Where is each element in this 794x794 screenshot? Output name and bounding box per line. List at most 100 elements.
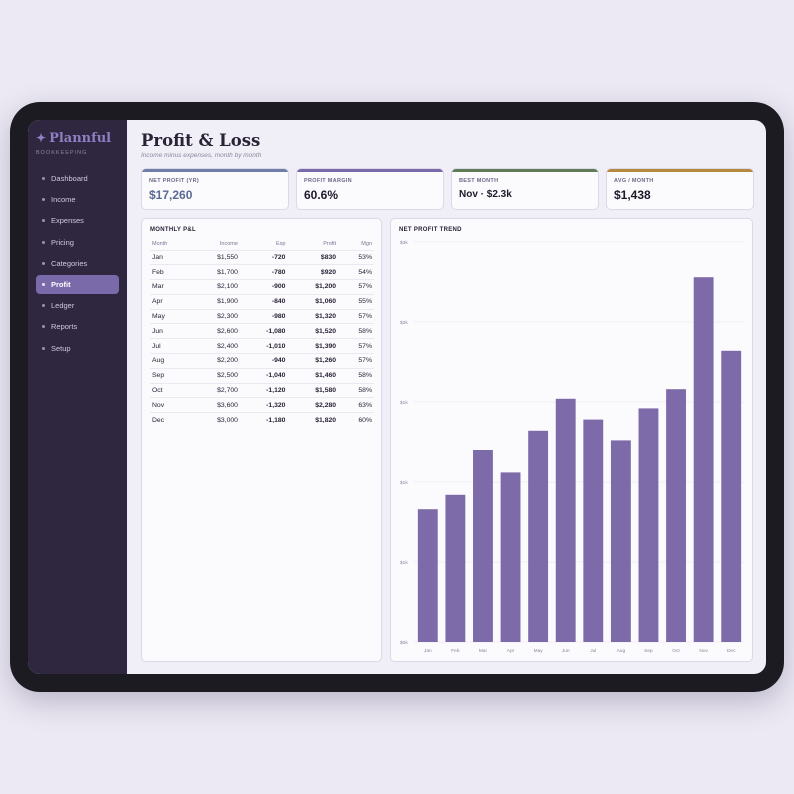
column-header: Income [219,241,238,248]
kpi-accent-bar [452,169,598,172]
cell-month: May [150,308,190,324]
bullet-icon [42,198,45,202]
sidebar-item-profit[interactable]: Profit [36,274,119,294]
bar-jul [583,419,604,642]
cell-month: Oct [150,382,190,398]
y-tick-label: $1k [400,560,408,566]
kpi-value: 60.6% [304,188,339,202]
bar-nov [693,277,714,642]
sidebar-item-dashboard[interactable]: Dashboard [36,169,119,188]
cell-margin: 58% [338,382,374,398]
table-row[interactable]: Aug $2,200 -940 $1,260 57% [150,353,374,369]
sidebar-item-label: Categories [51,258,88,268]
sidebar-item-setup[interactable]: Setup [36,339,119,358]
cell-margin: 58% [338,323,374,339]
table-row[interactable]: Dec $3,000 -1,180 $1,820 60% [150,412,374,428]
cell-month: Sep [150,367,190,384]
sidebar-item-categories[interactable]: Categories [36,254,119,273]
y-tick-label: $2k [400,320,408,326]
cell-profit: $1,580 [287,382,339,398]
bar-mar [473,450,493,642]
sidebar-item-label: Income [51,195,76,205]
kpi-card-net-profit: NET PROFIT (YR) $17,260 [141,168,289,210]
cell-profit: $1,520 [287,323,339,339]
chart-title: NET PROFIT TREND [399,227,462,233]
x-tick-label: Apr [507,648,515,654]
table-row[interactable]: Jan $1,550 -720 $830 53% [150,249,374,265]
cell-month: Nov [150,397,190,413]
bar-dec [721,350,742,642]
cell-profit: $1,320 [287,308,339,324]
kpi-value: $17,260 [149,188,193,202]
brand-subtitle: BOOKKEEPING [36,150,88,156]
bar-feb [445,494,466,642]
cell-expense: -780 [239,264,288,280]
table-row[interactable]: May $2,300 -980 $1,320 57% [150,308,374,324]
x-tick-label: Jul [590,648,596,654]
cell-expense: -1,040 [239,367,288,384]
cell-expense: -840 [239,293,288,310]
cell-expense: -1,080 [239,323,288,339]
kpi-card-profit-margin: PROFIT MARGIN 60.6% [296,168,444,210]
sidebar-item-reports[interactable]: Reports [36,317,119,336]
cell-profit: $1,200 [287,279,339,295]
sidebar-item-ledger[interactable]: Ledger [36,296,119,315]
cell-margin: 53% [338,249,374,265]
cell-expense: -940 [239,353,288,369]
table-row[interactable]: Mar $2,100 -900 $1,200 57% [150,279,374,295]
cell-expense: -720 [239,249,288,265]
net-profit-trend-card: NET PROFIT TREND $0k $1k $1k $1k $2k $3k Jan Fe… [390,218,753,662]
table-row[interactable]: Jul $2,400 -1,010 $1,390 57% [150,338,374,354]
cell-profit: $920 [287,264,339,280]
table-row[interactable]: Jun $2,600 -1,080 $1,520 58% [150,323,374,339]
bullet-icon [42,346,45,350]
cell-income: $2,600 [189,323,240,339]
sidebar-item-label: Expenses [51,216,84,226]
cell-margin: 54% [338,264,374,280]
net-profit-bar-chart: $0k $1k $1k $1k $2k $3k Jan Feb Mar Apr May Jun Jul A… [400,240,745,654]
table-body: Jan $1,550 -720 $830 53% Feb $1,700 -780 $920 54%… [150,249,374,428]
bar-may [528,430,549,642]
sidebar-item-label: Profit [51,279,71,289]
cell-income: $1,550 [189,249,240,265]
card-title: MONTHLY P&L [150,227,196,233]
bar-jan [417,509,438,642]
cell-income: $2,700 [189,382,240,398]
cell-margin: 58% [338,367,374,384]
brand-logo[interactable]: ✦ Plannful [36,131,111,146]
kpi-value: Nov · $2.3k [459,189,512,200]
sidebar-item-label: Dashboard [51,174,88,183]
y-tick-label: $3k [400,240,408,246]
column-header: Exp [275,241,286,248]
table-row[interactable]: Oct $2,700 -1,120 $1,580 58% [150,382,374,398]
cell-margin: 57% [338,279,374,295]
bullet-icon [42,240,45,244]
bar-sep [638,408,659,642]
app-screen: ✦ Plannful BOOKKEEPING Dashboard Income E… [28,120,766,674]
y-tick-label: $0k [400,640,408,646]
kpi-card-avg-month: AVG / MONTH $1,438 [606,168,754,210]
cell-income: $2,200 [189,353,240,369]
table-row[interactable]: Nov $3,600 -1,320 $2,280 63% [150,397,374,413]
cell-expense: -900 [239,279,288,295]
cell-margin: 57% [338,308,374,324]
bar-oct [666,389,686,642]
four-point-star-icon: ✦ [36,131,47,145]
kpi-label: NET PROFIT (YR) [149,178,200,184]
sidebar-item-pricing[interactable]: Pricing [36,233,119,252]
bullet-icon [42,325,45,329]
sidebar-item-income[interactable]: Income [36,190,119,209]
cell-margin: 57% [338,338,374,354]
table-row[interactable]: Apr $1,900 -840 $1,060 55% [150,293,374,310]
table-row[interactable]: Feb $1,700 -780 $920 54% [150,264,374,280]
kpi-accent-bar [297,169,443,172]
sidebar-item-expenses[interactable]: Expenses [36,211,119,230]
cell-margin: 63% [338,397,374,413]
cell-income: $1,700 [189,264,240,280]
cell-month: Jun [150,323,190,339]
x-tick-label: Jun [562,648,570,654]
page-title: Profit & Loss [141,131,261,150]
table-row[interactable]: Sep $2,500 -1,040 $1,460 58% [150,367,374,384]
cell-profit: $1,820 [287,412,339,428]
column-header: Month [152,241,168,248]
